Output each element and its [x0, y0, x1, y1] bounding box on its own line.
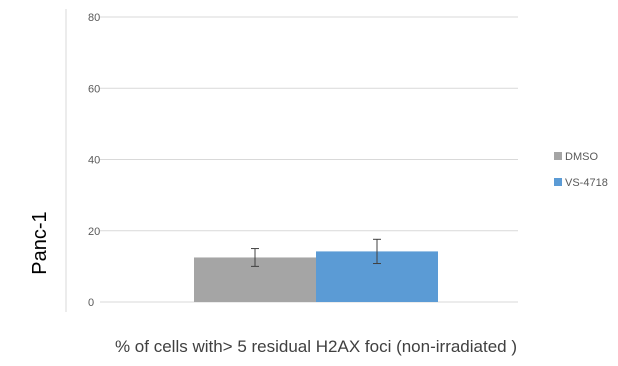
error-bar — [373, 238, 381, 265]
legend-swatch — [554, 152, 562, 160]
legend-swatch — [554, 178, 562, 186]
legend-label: VS-4718 — [565, 177, 608, 189]
gridlines — [100, 16, 518, 303]
y-tick-label: 80 — [88, 12, 100, 24]
legend: DMSO VS-4718 — [554, 151, 608, 189]
y-tick-label: 0 — [88, 297, 94, 309]
bars — [194, 251, 438, 302]
error-bar — [251, 248, 259, 267]
legend-label: DMSO — [565, 151, 598, 163]
y-tick-labels: 0 20 40 60 80 — [88, 12, 100, 309]
y-tick-label: 60 — [88, 83, 100, 95]
error-bars — [251, 238, 381, 267]
y-tick-label: 40 — [88, 155, 100, 167]
x-axis-label: % of cells with> 5 residual H2AX foci (n… — [115, 337, 517, 356]
y-tick-label: 20 — [88, 226, 100, 238]
y-axis-label: Panc-1 — [29, 211, 51, 274]
